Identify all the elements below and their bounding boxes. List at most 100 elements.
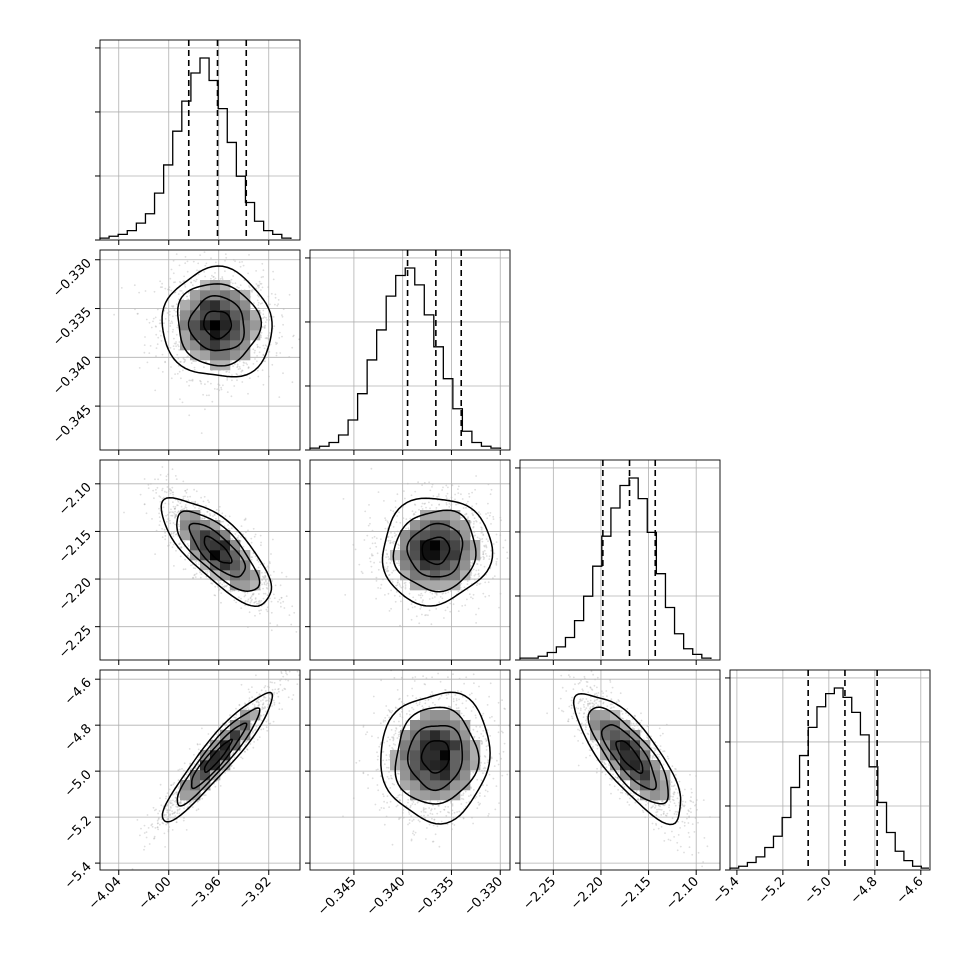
scatter-point — [175, 515, 178, 518]
scatter-point — [448, 506, 451, 508]
scatter-point — [184, 256, 187, 258]
y-tick-label: −0.335 — [50, 305, 95, 350]
scatter-point — [257, 286, 260, 289]
scatter-point — [407, 527, 410, 530]
scatter-point — [200, 508, 202, 511]
scatter-point — [256, 355, 258, 357]
scatter-point — [243, 519, 246, 521]
density-cell — [410, 520, 421, 531]
scatter-point — [182, 280, 185, 282]
x-tick-label: −4.8 — [848, 874, 881, 907]
scatter-point — [257, 345, 259, 348]
scatter-point — [424, 502, 426, 505]
scatter-point — [255, 270, 257, 272]
scatter-point — [205, 233, 207, 235]
scatter-point — [269, 303, 271, 306]
scatter-point — [180, 546, 183, 548]
scatter-point — [375, 545, 378, 548]
scatter-point — [267, 337, 269, 340]
scatter-point — [407, 608, 410, 611]
scatter-point — [156, 486, 159, 489]
scatter-point — [254, 598, 257, 600]
scatter-point — [368, 557, 371, 560]
density-cell — [180, 520, 191, 531]
scatter-point — [431, 486, 433, 488]
scatter-point — [275, 354, 278, 357]
scatter-point — [373, 561, 375, 564]
scatter-point — [177, 504, 179, 507]
scatter-point — [281, 335, 283, 338]
scatter-point — [466, 583, 469, 585]
scatter-point — [261, 286, 264, 289]
scatter-point — [282, 308, 285, 311]
scatter-point — [223, 585, 226, 587]
scatter-point — [264, 575, 267, 577]
scatter-point — [475, 569, 478, 572]
density-cell — [420, 560, 431, 571]
scatter-point — [222, 384, 224, 387]
scatter-point — [427, 614, 429, 617]
density-cell — [230, 350, 241, 361]
scatter-point — [197, 262, 200, 265]
scatter-point — [255, 600, 258, 603]
scatter-point — [170, 320, 173, 323]
scatter-point — [248, 254, 250, 256]
scatter-point — [174, 281, 177, 283]
scatter-point — [270, 600, 273, 603]
scatter-point — [154, 553, 157, 555]
scatter-point — [248, 285, 250, 287]
histogram-panel — [309, 250, 509, 449]
scatter-point — [499, 592, 502, 595]
scatter-point — [263, 577, 265, 580]
density-cell — [450, 530, 461, 541]
scatter-point — [486, 517, 489, 520]
scatter-point — [480, 528, 483, 531]
scatter-point — [421, 484, 423, 486]
scatter-point — [493, 575, 496, 577]
scatter-point — [180, 290, 183, 292]
scatter-point — [147, 487, 150, 490]
scatter-point — [216, 388, 219, 391]
scatter-point — [263, 347, 266, 350]
scatter-point — [488, 514, 491, 517]
density-cell — [240, 350, 251, 361]
scatter-point — [237, 536, 239, 539]
scatter-point — [511, 522, 513, 524]
density-cell — [190, 510, 201, 521]
density-cell — [400, 540, 411, 551]
scatter-point — [369, 517, 371, 519]
density-cell — [220, 340, 231, 351]
density-cell — [210, 550, 221, 561]
scatter-point — [226, 391, 229, 393]
scatter-point — [256, 294, 259, 297]
scatter-point — [260, 541, 262, 544]
scatter-point — [448, 502, 451, 505]
scatter-point — [389, 539, 392, 542]
scatter-point — [178, 281, 181, 283]
scatter-point — [321, 603, 323, 605]
scatter-point — [205, 505, 207, 507]
scatter-point — [157, 336, 160, 339]
scatter-point — [173, 507, 176, 510]
density-cell — [400, 570, 411, 581]
scatter-point — [477, 572, 480, 575]
scatter-point — [485, 546, 488, 549]
scatter-point — [421, 594, 424, 597]
scatter-point — [447, 486, 449, 489]
scatter-point — [273, 325, 276, 328]
scatter-point — [184, 506, 187, 508]
scatter-point — [291, 381, 294, 384]
scatter-point — [452, 598, 455, 601]
scatter-point — [208, 571, 211, 573]
scatter-point — [402, 517, 405, 520]
scatter-point — [266, 319, 268, 321]
scatter-point — [164, 490, 166, 493]
scatter-point — [467, 516, 469, 519]
scatter-point — [253, 720, 256, 723]
density-cell — [440, 580, 451, 591]
scatter-point — [284, 688, 287, 691]
scatter-point — [283, 687, 286, 690]
scatter-point — [243, 595, 246, 598]
scatter-point — [428, 609, 431, 612]
scatter-point — [358, 563, 361, 566]
